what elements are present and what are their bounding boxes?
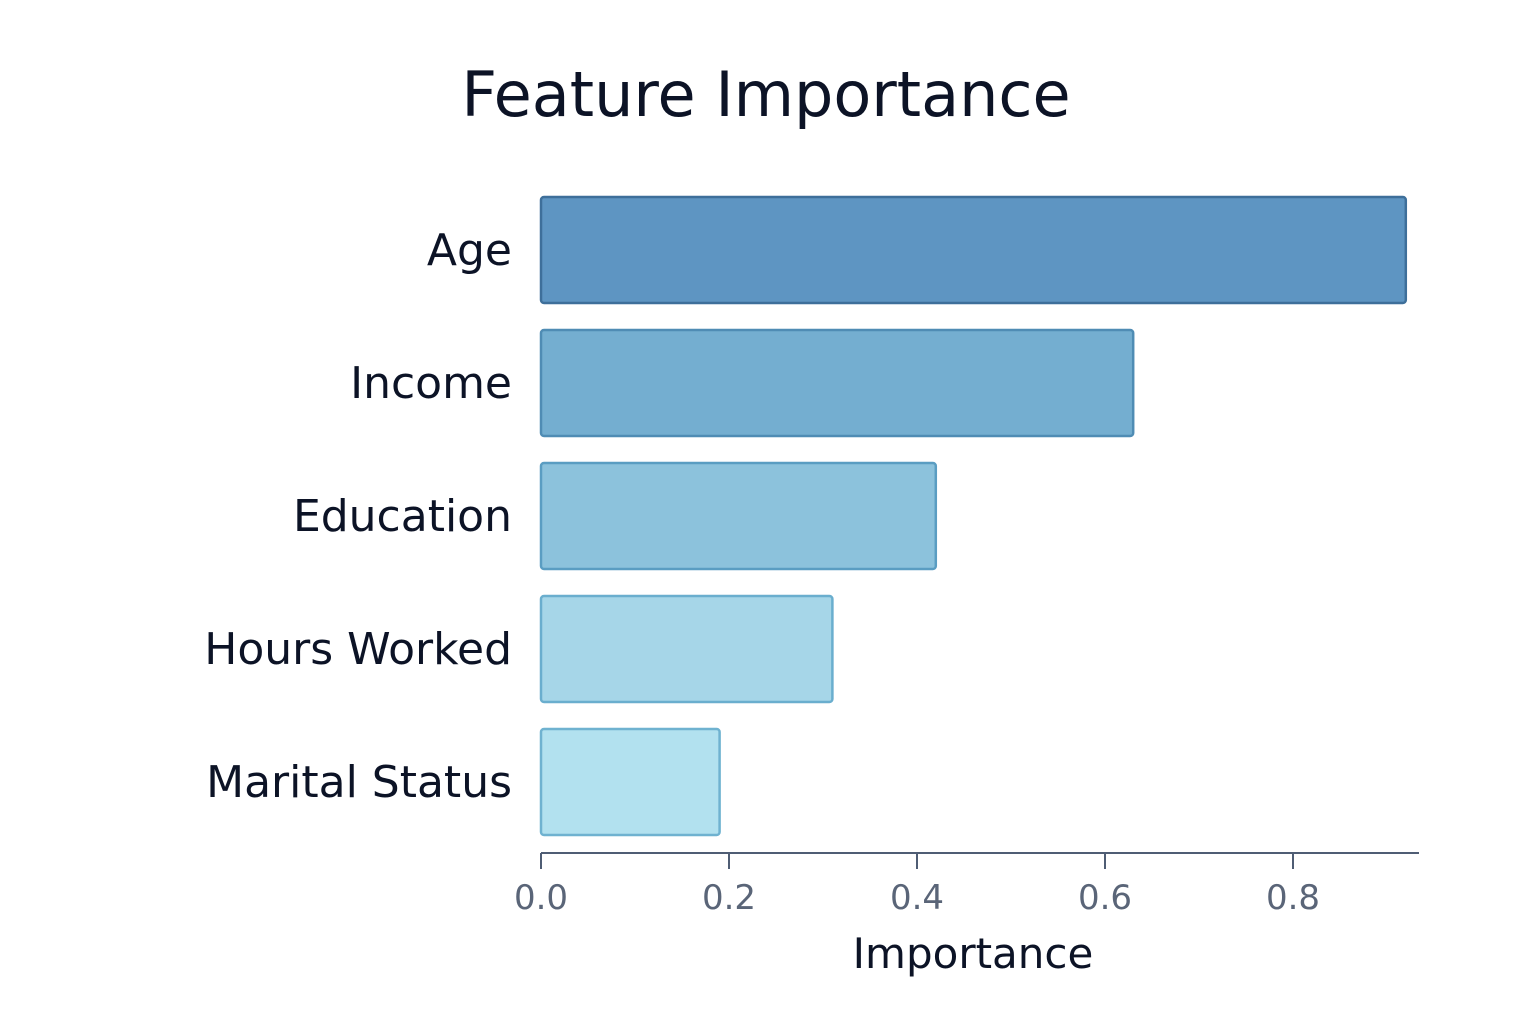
x-tick-label: 0.4: [890, 878, 944, 918]
bar-age: [539, 195, 1408, 305]
x-tick-label: 0.6: [1078, 878, 1132, 918]
bar-education: [539, 461, 938, 571]
x-axis-title: Importance: [853, 929, 1094, 978]
category-label-age: Age: [427, 225, 512, 276]
bar-hours-worked: [539, 594, 834, 704]
category-labels-group: Age Income Education Hours Worked Marital St…: [204, 225, 512, 808]
x-axis-ticks-group: 0.0 0.2 0.4 0.6 0.8: [514, 853, 1320, 918]
x-tick-label: 0.2: [702, 878, 756, 918]
x-tick-label: 0.8: [1266, 878, 1320, 918]
category-label-education: Education: [293, 491, 512, 542]
x-tick-label: 0.0: [514, 878, 568, 918]
bar-income: [539, 328, 1135, 438]
bar-marital-status: [539, 727, 721, 837]
bars-group: [539, 195, 1408, 837]
chart-title: Feature Importance: [461, 58, 1070, 131]
category-label-hours-worked: Hours Worked: [204, 624, 512, 675]
category-label-income: Income: [350, 358, 512, 409]
category-label-marital-status: Marital Status: [206, 757, 512, 808]
